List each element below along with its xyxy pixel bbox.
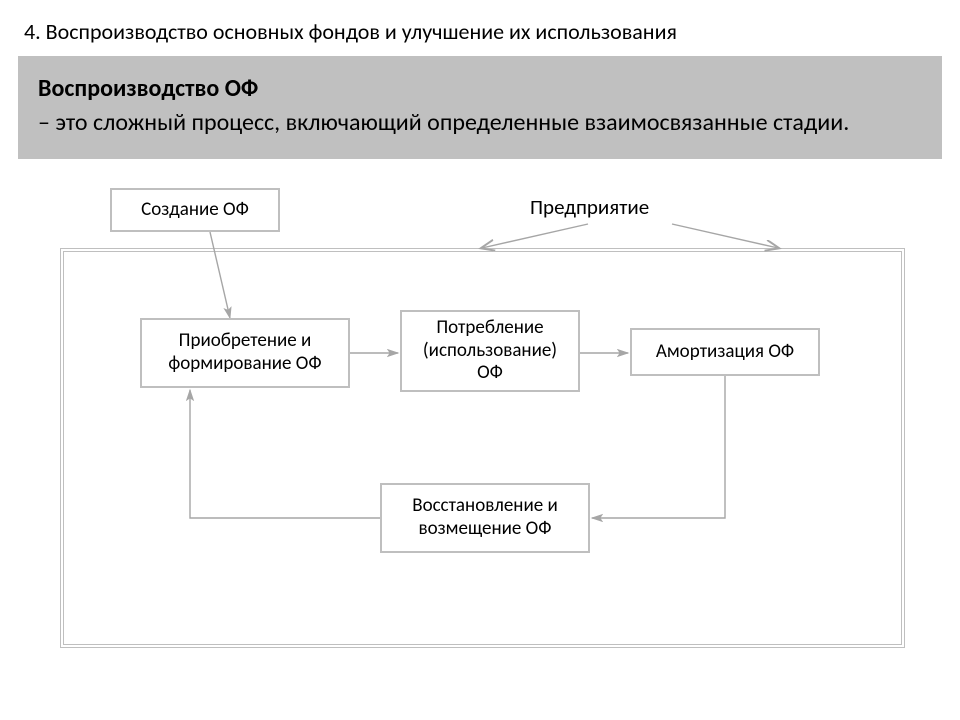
pointer-enterprise-right [672, 224, 778, 248]
node-amort: Амортизация ОФ [630, 328, 820, 376]
node-acquire: Приобретение и формирование ОФ [140, 318, 350, 388]
node-create: Создание ОФ [110, 188, 280, 232]
edge-restore-acquire [190, 390, 380, 518]
definition-body: – это сложный процесс, включающий опреде… [38, 107, 922, 139]
page-title: 4. Воспроизводство основных фондов и улу… [24, 18, 677, 45]
pointer-enterprise-left [482, 224, 588, 248]
node-restore: Восстановление и возмещение ОФ [380, 483, 590, 553]
flowchart-diagram: Предприятие Создание ОФ Приобретение и ф… [60, 188, 905, 658]
diagram-edges [60, 188, 905, 658]
definition-title: Воспроизводство ОФ [38, 74, 922, 103]
definition-box: Воспроизводство ОФ – это сложный процесс… [18, 56, 942, 159]
node-consume: Потребление (использование) ОФ [400, 310, 580, 392]
edge-create-acquire [210, 232, 230, 318]
edge-amort-restore [592, 376, 725, 518]
